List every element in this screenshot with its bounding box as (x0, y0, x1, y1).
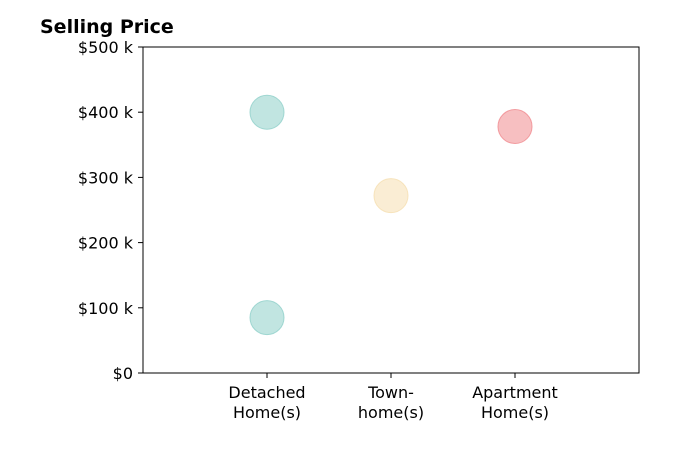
x-tick-label-line: Home(s) (233, 403, 301, 422)
y-tick-label: $100 k (78, 299, 134, 318)
x-tick-label-line: Town- (367, 383, 414, 402)
data-point (497, 109, 533, 145)
data-point (249, 300, 285, 336)
chart-marks (249, 94, 533, 336)
x-tick-label: Town-home(s) (358, 383, 424, 422)
x-tick-label: Detached Home(s) (228, 383, 305, 422)
x-tick-label-line: Detached (228, 383, 305, 402)
y-tick-label: $500 k (78, 38, 134, 57)
y-tick-label: $200 k (78, 234, 134, 253)
data-point (249, 94, 285, 130)
data-point (373, 178, 409, 214)
x-tick-label: Apartment Home(s) (472, 383, 558, 422)
y-axis: $0 $100 k $200 k $300 k $400 k $500 k (78, 38, 143, 383)
y-tick-label: $0 (113, 364, 133, 383)
x-tick-label-line: home(s) (358, 403, 424, 422)
y-tick-label: $300 k (78, 168, 134, 187)
x-tick-label-line: Apartment (472, 383, 558, 402)
y-tick-label: $400 k (78, 103, 134, 122)
x-tick-label-line: Home(s) (481, 403, 549, 422)
chart-title: Selling Price (40, 16, 174, 38)
x-axis: Detached Home(s)Town-home(s)Apartment Home… (228, 373, 558, 422)
